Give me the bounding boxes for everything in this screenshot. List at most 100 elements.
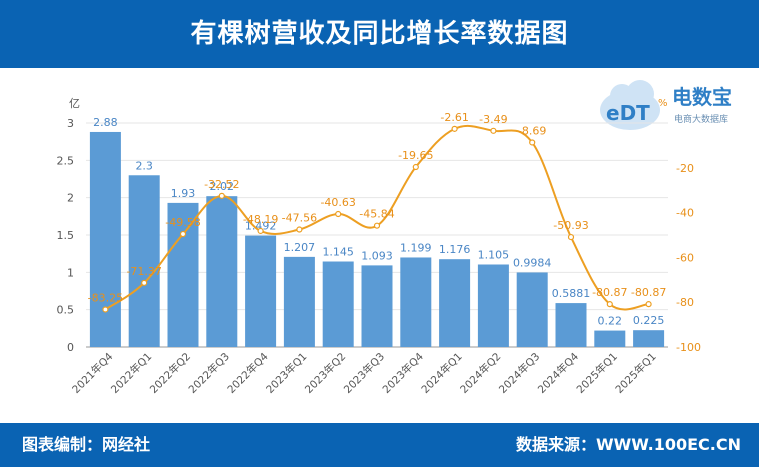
- x-tick-label: 2023年Q3: [341, 350, 387, 396]
- bar: [167, 202, 199, 347]
- line-value-label: -80.87: [592, 286, 627, 299]
- bar-line-chart: 0 0.5 1 1.5 2 2.5 3 亿 -100 -80 -60 -40 -20 2.88 2.3 1.9…: [57, 97, 701, 396]
- bar: [439, 259, 471, 347]
- line-value-label: -19.65: [398, 149, 433, 162]
- left-tick-label: 1: [67, 266, 74, 279]
- x-tick-label: 2022年Q2: [147, 350, 193, 396]
- bar: [361, 265, 393, 347]
- bar-value-label: 1.105: [478, 248, 510, 261]
- bar: [633, 330, 665, 347]
- bar-value-label: 2.02: [210, 180, 235, 193]
- bar-value-label: 1.207: [284, 241, 316, 254]
- line-value-label: -49.58: [165, 216, 200, 229]
- footer-editor: 图表编制：网经社: [22, 435, 151, 454]
- line-value-label: -2.61: [440, 111, 468, 124]
- line-point: [141, 279, 148, 286]
- x-tick-label: 2024年Q3: [496, 350, 542, 396]
- line-value-label: -32.52: [204, 178, 239, 191]
- x-tick-label: 2023年Q4: [380, 350, 426, 396]
- x-tick-label: 2022年Q3: [186, 350, 232, 396]
- line-point: [179, 230, 187, 238]
- bar-value-label: 0.9984: [513, 256, 552, 269]
- header-bar: 有棵树营收及同比增长率数据图: [0, 0, 759, 68]
- cloud-icon: [600, 80, 660, 130]
- x-tick-label: 2022年Q4: [225, 350, 271, 396]
- right-tick-label: -20: [676, 162, 694, 175]
- bar: [477, 264, 509, 347]
- line-value-label: -8.69: [518, 124, 546, 137]
- line-value-label: -50.93: [553, 219, 588, 232]
- x-tick-label: 2021年Q4: [69, 350, 115, 396]
- bar-value-label: 2.3: [135, 159, 153, 172]
- brand-logo: eDT % 电数宝 电商大数据库: [600, 80, 732, 130]
- line-point: [645, 301, 652, 308]
- bar-value-label: 1.093: [361, 249, 393, 262]
- x-tick-label: 2025年Q1: [613, 350, 659, 396]
- line-point: [412, 163, 419, 171]
- x-tick-label: 2024年Q4: [535, 350, 581, 396]
- line-value-label: -71.37: [126, 265, 161, 278]
- x-tick-label: 2024年Q1: [419, 350, 465, 396]
- growth-rate-line: [104, 124, 649, 311]
- line-point: [257, 227, 264, 235]
- line-value-label: -3.49: [479, 113, 507, 126]
- left-tick-label: 2.5: [57, 154, 75, 167]
- bar: [89, 131, 121, 347]
- line-value-label: -83.25: [88, 291, 123, 304]
- x-tick-label: 2024年Q2: [457, 350, 503, 396]
- bar: [128, 175, 160, 347]
- line-point: [296, 226, 303, 233]
- bar-value-label: 1.93: [171, 187, 196, 200]
- right-tick-label: -60: [676, 251, 694, 264]
- chart-title: 有棵树营收及同比增长率数据图: [190, 19, 569, 49]
- bar: [206, 196, 238, 347]
- bar: [245, 235, 277, 347]
- logo-percent: %: [658, 98, 668, 109]
- x-tick-label: 2025年Q1: [574, 350, 620, 396]
- bar: [555, 303, 587, 347]
- right-tick-label: -40: [676, 207, 694, 220]
- line-point: [373, 222, 381, 229]
- bar-value-label: 1.199: [400, 241, 432, 254]
- bar-value-label: 1.176: [439, 243, 471, 256]
- bar-value-label: 0.22: [598, 315, 623, 328]
- bar: [322, 261, 354, 347]
- line-point: [102, 306, 109, 313]
- line-point: [567, 233, 575, 241]
- x-tick-label: 2023年Q1: [263, 350, 309, 396]
- right-tick-label: -100: [676, 341, 701, 354]
- logo-sub: 电商大数据库: [674, 113, 728, 125]
- left-tick-label: 3: [67, 117, 74, 130]
- bar-value-label: 1.492: [245, 220, 277, 233]
- left-axis-unit: 亿: [69, 97, 80, 110]
- left-tick-label: 2: [67, 192, 74, 205]
- bar: [516, 272, 548, 347]
- left-tick-label: 0: [67, 341, 74, 354]
- bar: [400, 257, 432, 347]
- footer-source: 数据来源：WWW.100EC.CN: [515, 435, 741, 454]
- line-value-label: -48.19: [243, 213, 278, 226]
- line-value-label: -80.87: [631, 286, 666, 299]
- bar-value-label: 0.5881: [552, 287, 591, 300]
- bar-value-label: 2.88: [93, 116, 118, 129]
- right-tick-label: -80: [676, 296, 694, 309]
- left-tick-label: 0.5: [57, 304, 75, 317]
- bar-value-label: 1.145: [322, 246, 354, 259]
- bar: [283, 256, 315, 347]
- line-point: [335, 210, 342, 218]
- line-point: [529, 139, 536, 146]
- line-point: [218, 192, 225, 199]
- x-tick-label: 2023年Q2: [302, 350, 348, 396]
- line-point: [451, 125, 458, 132]
- logo-brand: 电数宝: [672, 85, 732, 109]
- bar-value-label: 0.225: [633, 314, 665, 327]
- line-value-label: -45.84: [359, 208, 394, 221]
- x-tick-label: 2022年Q1: [108, 350, 154, 396]
- line-value-label: -47.56: [282, 212, 317, 225]
- line-value-label: -40.63: [320, 196, 355, 209]
- line-point: [490, 127, 497, 134]
- logo-mark: eDT: [606, 101, 650, 125]
- line-point: [606, 301, 613, 308]
- bar: [594, 330, 626, 347]
